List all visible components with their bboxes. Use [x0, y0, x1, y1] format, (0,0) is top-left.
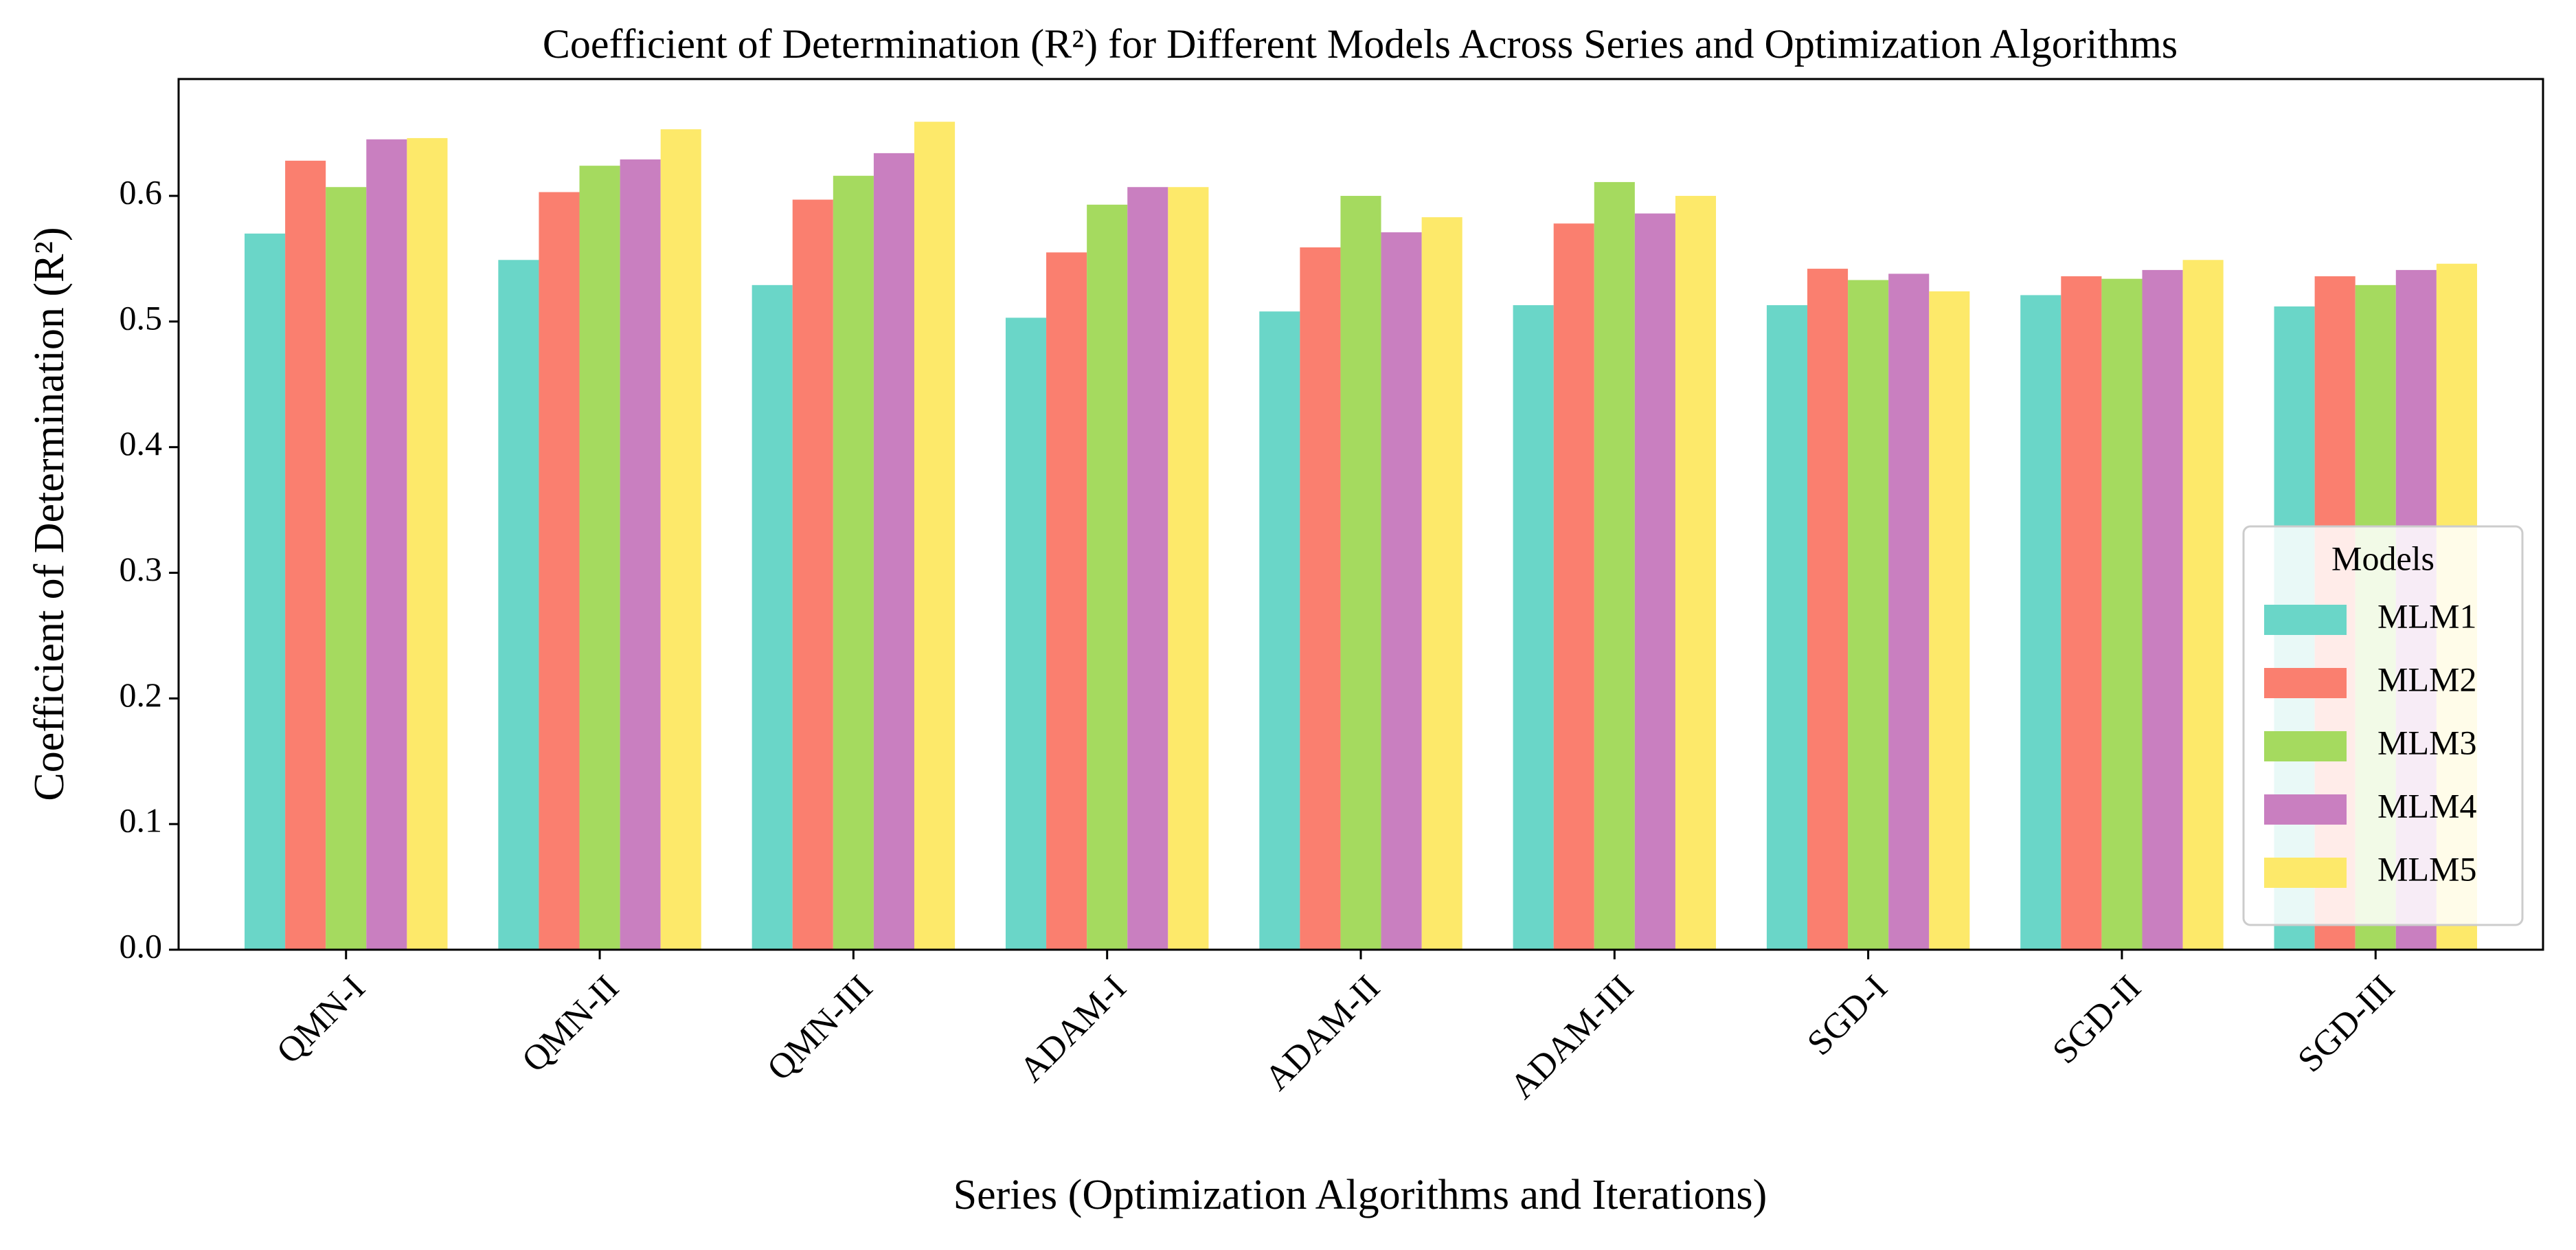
y-axis-label: Coefficient of Determination (R²) — [26, 227, 73, 801]
bar — [873, 153, 915, 950]
bar — [1634, 213, 1675, 950]
bar — [1259, 311, 1300, 950]
bar — [752, 284, 793, 950]
legend: Models MLM1 MLM2 MLM3 MLM4 MLM5 — [2242, 525, 2524, 926]
bar — [2142, 269, 2183, 950]
chart-title: Coefficient of Determination (R²) for Di… — [543, 21, 2178, 67]
plot-frame — [177, 78, 2544, 951]
bar — [2061, 276, 2102, 950]
legend-label: MLM1 — [2377, 596, 2476, 635]
x-tick-label: QMN-I — [269, 968, 373, 1072]
bar — [620, 159, 661, 950]
bar — [285, 160, 326, 950]
bar — [366, 139, 407, 950]
legend-swatch — [2264, 858, 2347, 888]
bar — [1553, 223, 1594, 950]
x-tick-label: QMN-II — [515, 968, 626, 1080]
bar — [1807, 269, 1849, 950]
bar — [407, 137, 448, 950]
bar — [539, 192, 580, 950]
x-tick-label: ADAM-I — [1012, 968, 1133, 1090]
bar — [1381, 232, 1422, 950]
bar — [1087, 204, 1128, 950]
bar — [498, 260, 539, 950]
x-tick-label: SGD-III — [2290, 968, 2402, 1080]
bar — [1929, 291, 1970, 950]
bar — [1848, 280, 1889, 950]
bar — [914, 122, 956, 950]
legend-label: MLM5 — [2377, 849, 2476, 888]
legend-swatch — [2264, 731, 2347, 761]
bar — [245, 233, 286, 950]
y-tick-label: 0.6 — [120, 172, 163, 211]
bar — [1127, 187, 1168, 950]
bar — [1340, 196, 1381, 950]
legend-label: MLM2 — [2377, 660, 2476, 698]
bar — [1300, 247, 1341, 950]
legend-swatch — [2264, 605, 2347, 635]
x-axis-label: Series (Optimization Algorithms and Iter… — [953, 1172, 1767, 1218]
bar — [2020, 295, 2061, 950]
x-tick-label: QMN-III — [760, 968, 880, 1089]
y-tick-label: 0.3 — [120, 550, 163, 588]
y-tick-label: 0.2 — [120, 676, 163, 714]
bar — [579, 166, 620, 950]
y-tick-label: 0.0 — [120, 926, 163, 965]
legend-label: MLM4 — [2377, 786, 2476, 825]
bar — [2101, 278, 2143, 950]
bar — [1046, 252, 1087, 950]
x-tick-label: ADAM-III — [1503, 968, 1642, 1107]
bar — [1168, 187, 1209, 950]
bar — [2182, 260, 2224, 950]
bar — [1675, 196, 1717, 950]
bar — [792, 199, 833, 950]
x-tick-label: ADAM-II — [1258, 968, 1388, 1098]
x-tick-label: SGD-II — [2045, 968, 2149, 1072]
legend-label: MLM3 — [2377, 723, 2476, 761]
bar — [1594, 181, 1635, 950]
bar — [1888, 274, 1930, 950]
bar — [1005, 317, 1047, 950]
legend-swatch — [2264, 794, 2347, 825]
y-tick-label: 0.4 — [120, 424, 163, 462]
legend-swatch — [2264, 668, 2347, 698]
x-tick-label: SGD-I — [1800, 968, 1895, 1063]
legend-title: Models — [2331, 539, 2434, 577]
bar — [660, 129, 701, 950]
bar — [326, 187, 367, 950]
bar — [1513, 305, 1554, 950]
bar — [1766, 305, 1807, 950]
y-tick-label: 0.1 — [120, 801, 163, 840]
y-tick-label: 0.5 — [120, 298, 163, 337]
bar — [1421, 217, 1462, 950]
bar — [833, 175, 874, 950]
